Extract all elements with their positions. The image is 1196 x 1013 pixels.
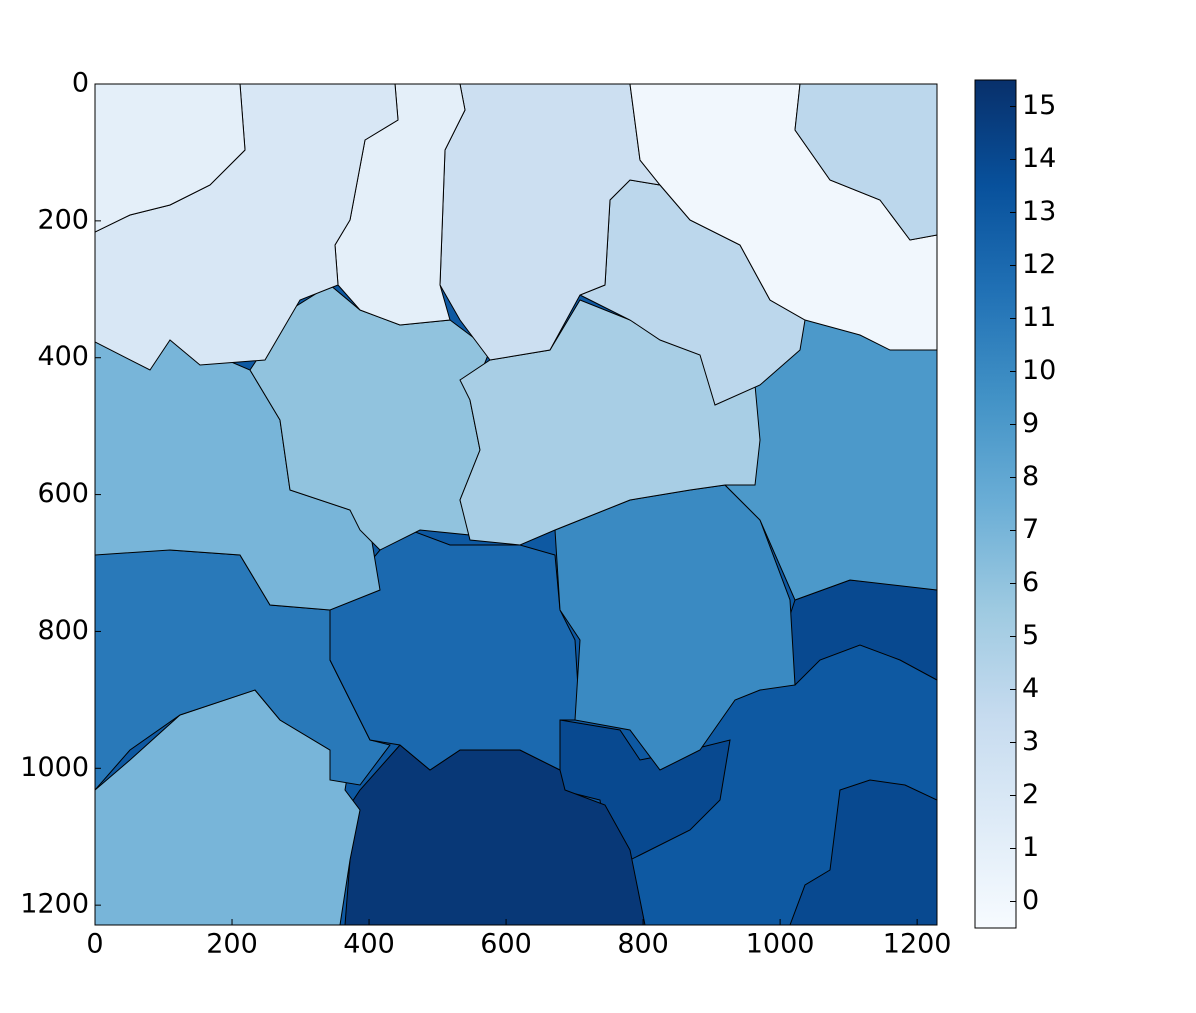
region bbox=[95, 84, 246, 233]
colorbar-tick-label: 11 bbox=[1022, 302, 1056, 333]
region bbox=[329, 529, 581, 771]
colorbar-tick-label: 13 bbox=[1022, 196, 1056, 227]
colorbar-tick-label: 9 bbox=[1022, 408, 1039, 439]
x-tick-label: 1000 bbox=[746, 929, 815, 960]
x-tick-label: 600 bbox=[480, 929, 532, 960]
colorbar-tick-label: 10 bbox=[1022, 355, 1056, 386]
colorbar-tick-label: 6 bbox=[1022, 567, 1039, 598]
y-tick-label: 200 bbox=[37, 204, 89, 235]
colorbar-tick-label: 7 bbox=[1022, 514, 1039, 545]
colorbar-tick-label: 14 bbox=[1022, 143, 1056, 174]
colorbar-tick-label: 5 bbox=[1022, 620, 1039, 651]
y-tick-label: 400 bbox=[37, 341, 89, 372]
x-tick-label: 400 bbox=[343, 929, 395, 960]
x-tick-label: 200 bbox=[206, 929, 258, 960]
colorbar-tick-label: 15 bbox=[1022, 90, 1056, 121]
colorbar-tick-label: 1 bbox=[1022, 832, 1039, 863]
y-tick-label: 1000 bbox=[20, 752, 89, 783]
colorbar-tick-label: 0 bbox=[1022, 885, 1039, 916]
plot-frame bbox=[94, 83, 938, 926]
y-tick-label: 800 bbox=[37, 615, 89, 646]
region bbox=[794, 84, 937, 241]
y-tick-label: 600 bbox=[37, 478, 89, 509]
x-tick-label: 0 bbox=[86, 929, 103, 960]
y-tick-label: 1200 bbox=[20, 889, 89, 920]
x-tick-label: 1200 bbox=[883, 929, 952, 960]
x-tick-label: 800 bbox=[617, 929, 669, 960]
colorbar-tick-label: 8 bbox=[1022, 461, 1039, 492]
colorbar-tick-label: 3 bbox=[1022, 726, 1039, 757]
colorbar-tick-label: 4 bbox=[1022, 673, 1039, 704]
colorbar bbox=[974, 79, 1017, 929]
y-tick-label: 0 bbox=[72, 68, 89, 99]
region bbox=[789, 779, 937, 925]
region bbox=[559, 719, 731, 871]
region bbox=[459, 299, 761, 546]
colorbar-tick-label: 12 bbox=[1022, 249, 1056, 280]
colorbar-tick-label: 2 bbox=[1022, 779, 1039, 810]
